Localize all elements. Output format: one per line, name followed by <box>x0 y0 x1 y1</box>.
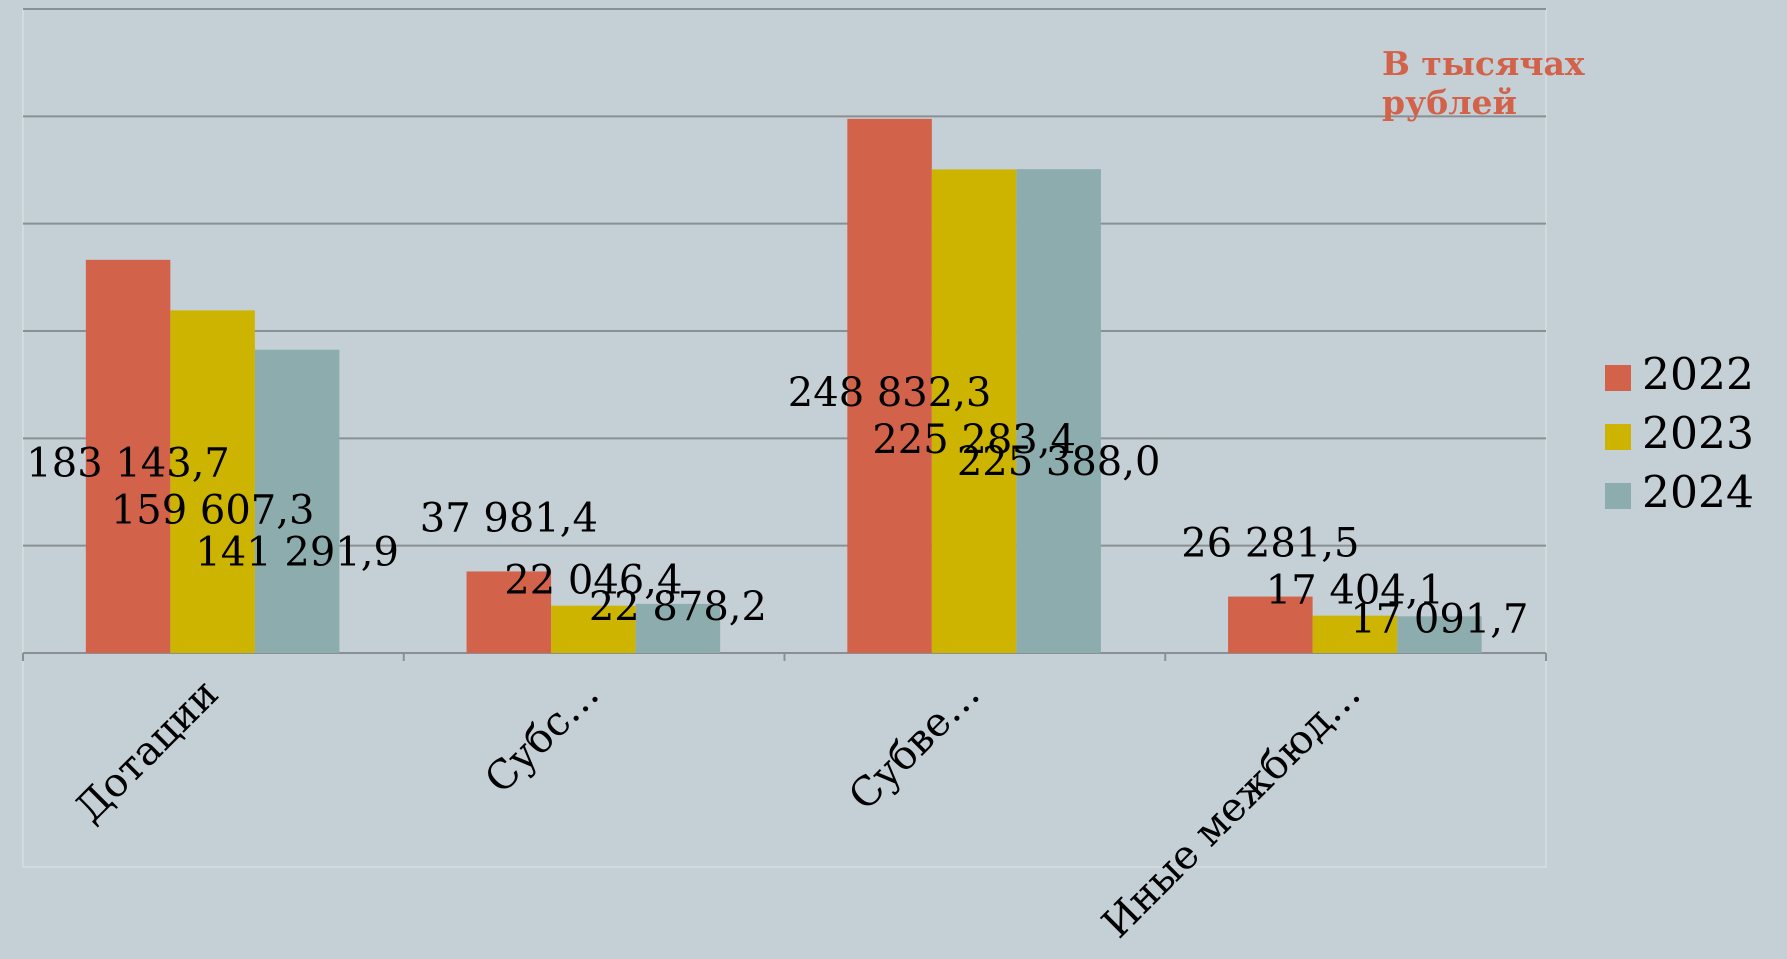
bar <box>847 118 932 654</box>
bar <box>170 310 255 653</box>
legend-label: 2024 <box>1642 468 1754 519</box>
unit-note: В тысячах рублей <box>1382 44 1585 122</box>
data-label: 22 046,4 <box>504 558 682 604</box>
x-tick-label: Субве… <box>840 671 989 820</box>
bar <box>1397 616 1482 653</box>
legend-swatch <box>1605 483 1631 509</box>
bar <box>1016 169 1101 653</box>
data-label: 22 878,2 <box>589 584 767 630</box>
legend-label: 2022 <box>1642 350 1754 401</box>
data-label: 17 091,7 <box>1350 596 1528 642</box>
data-label: 37 981,4 <box>420 495 598 541</box>
x-tick-label: Иные межбюд… <box>1093 671 1369 947</box>
bar <box>466 571 552 653</box>
data-label: 26 281,5 <box>1181 521 1359 567</box>
data-label: 225 388,0 <box>957 439 1161 485</box>
data-label: 159 607,3 <box>111 488 315 534</box>
data-label: 225 283,4 <box>872 417 1076 463</box>
bar <box>254 349 340 653</box>
legend-label: 2023 <box>1642 409 1754 460</box>
bar <box>635 603 721 653</box>
x-tick-label: Субс… <box>476 671 608 803</box>
data-label: 248 832,3 <box>788 370 992 416</box>
bar <box>85 259 171 653</box>
legend-swatch <box>1605 365 1631 391</box>
bar <box>931 169 1017 653</box>
bar <box>1228 596 1313 653</box>
bar <box>1312 615 1398 653</box>
data-label: 183 143,7 <box>26 440 230 486</box>
legend-swatch <box>1605 424 1631 450</box>
x-tick-label: Дотации <box>67 671 228 832</box>
bar <box>551 605 636 653</box>
data-label: 17 404,1 <box>1266 568 1444 614</box>
data-label: 141 291,9 <box>195 529 399 575</box>
